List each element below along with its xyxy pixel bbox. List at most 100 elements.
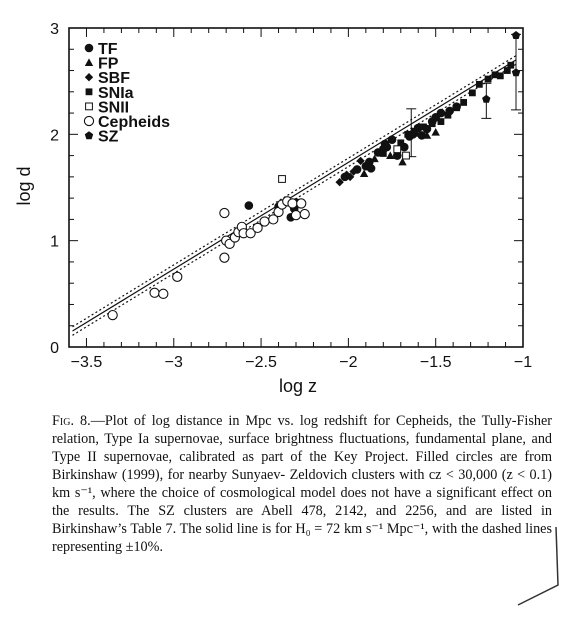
data-point-snia — [484, 75, 492, 83]
data-point-cepheids — [296, 198, 307, 209]
data-point-fp — [386, 151, 395, 159]
caption-line: Table 7. The solid line is for H₀ = 72 k… — [130, 521, 553, 537]
data-point-sz — [511, 31, 521, 39]
data-point-snia — [503, 67, 511, 74]
data-point-fp — [422, 131, 432, 139]
y-tick-label: 2 — [50, 127, 59, 144]
data-point-snia — [453, 104, 461, 112]
legend-label: TF — [98, 41, 118, 58]
data-point-tf — [387, 135, 397, 144]
caption-line: representing ±10%. — [52, 539, 164, 555]
data-point-snia — [411, 127, 419, 135]
caption-line: cosmological model does not have a signi… — [52, 485, 552, 519]
data-point-sz — [511, 68, 521, 77]
y-tick-label: 1 — [50, 234, 59, 251]
data-point-cepheids — [158, 288, 169, 299]
data-point-sbf — [349, 167, 358, 176]
data-point-sbf — [356, 156, 365, 166]
legend-marker-cepheids — [83, 115, 95, 127]
legend-marker-snii — [85, 102, 93, 111]
data-point-snia — [428, 120, 436, 128]
data-point-tf — [382, 142, 392, 152]
x-tick-label: −3 — [165, 354, 183, 371]
data-point-fp — [431, 128, 440, 136]
data-point-snia — [491, 71, 499, 79]
legend-label: SBF — [98, 70, 130, 87]
legend-marker-snia — [85, 88, 93, 96]
fit-lines — [72, 55, 517, 336]
data-point-cepheids — [252, 222, 263, 234]
data-point-cepheids — [149, 287, 160, 298]
data-point-tf — [366, 164, 376, 173]
x-axis-label: log z — [279, 376, 317, 396]
caption-line: Tully-Fisher relation, Type Ia supernova… — [52, 413, 552, 447]
data-point-tf — [244, 201, 254, 210]
data-point-cepheids — [219, 252, 230, 263]
legend-label: SNIa — [98, 85, 134, 102]
figure-label: Fig. 8. — [52, 413, 91, 429]
data-point-snia — [475, 80, 483, 88]
y-tick-label: 3 — [50, 21, 59, 38]
plot-border — [68, 27, 524, 348]
page-corner-mark — [517, 526, 559, 606]
data-point-sbf — [345, 172, 355, 182]
data-point-cepheids — [299, 208, 310, 220]
fit-line-upper — [72, 55, 517, 328]
x-tick-label: −1 — [514, 354, 532, 371]
data-point-snia — [460, 99, 468, 106]
x-tick-label: −2.5 — [245, 354, 277, 371]
y-tick-label: 0 — [50, 340, 59, 357]
x-tick-label: −2 — [339, 354, 357, 371]
plot-frame — [68, 27, 524, 348]
fit-line-solid — [72, 59, 517, 332]
legend-marker-sbf — [84, 73, 94, 82]
data-point-snia — [397, 139, 405, 147]
data-point-snii — [278, 175, 286, 183]
data-point-cepheids — [268, 214, 279, 225]
legend-label: SZ — [98, 129, 119, 146]
legend-label: Cepheids — [98, 114, 170, 131]
data-point-cepheids — [290, 209, 302, 221]
data-point-snia — [437, 118, 445, 125]
data-point-fp — [398, 157, 407, 166]
data-point-snia — [496, 72, 504, 80]
legend-marker-tf — [84, 43, 94, 53]
caption-line: fundamental plane, and Type II supernova… — [52, 431, 553, 465]
caption-line: Zeldovich clusters with cz < 30,000 (z <… — [52, 467, 553, 501]
axis-ticks: −3.5 −3 −2.5 −2 −1.5 −1 0 1 2 3 — [50, 21, 532, 371]
legend-label: FP — [98, 56, 119, 73]
legend-label: SNII — [98, 99, 129, 116]
legend-marker-sz — [84, 131, 94, 140]
data-point-snia — [507, 61, 515, 69]
data-points — [107, 31, 521, 321]
scatter-chart: −3.5 −3 −2.5 −2 −1.5 −1 0 1 2 3 TFFPSBFSNIaSNIICe… — [14, 21, 532, 396]
data-point-fp — [370, 154, 379, 163]
data-point-cepheids — [107, 309, 118, 321]
y-axis-label: log d — [14, 166, 34, 205]
axis-labels: log z log d — [14, 166, 317, 396]
x-tick-label: −1.5 — [420, 354, 452, 371]
data-point-tf — [392, 151, 402, 160]
figure-caption: Fig. 8.—Plot of log distance in Mpc vs. … — [52, 412, 552, 556]
data-point-tf — [436, 108, 446, 118]
caption-line: —Plot of log distance in Mpc vs. log red… — [90, 413, 476, 429]
x-tick-label: −3.5 — [71, 354, 103, 371]
data-point-cepheids — [219, 207, 230, 219]
legend-marker-fp — [84, 58, 94, 66]
data-point-sbf — [335, 177, 344, 187]
data-point-snii — [393, 145, 402, 154]
data-point-sz — [407, 129, 416, 138]
data-point-fp — [359, 169, 369, 178]
data-point-snia — [444, 111, 452, 119]
caption-line: Project. Filled circles are from Birkins… — [52, 449, 553, 483]
data-point-cepheids — [287, 198, 298, 209]
data-point-cepheids — [245, 228, 256, 239]
data-point-sz — [482, 94, 491, 103]
data-point-snia — [420, 123, 427, 131]
caption-line: SZ clusters are Abell 478, 2142, and 225… — [52, 503, 552, 537]
data-point-snia — [379, 150, 387, 157]
data-point-cepheids — [172, 271, 183, 282]
data-point-cepheids — [259, 216, 270, 227]
data-point-snia — [468, 89, 476, 97]
